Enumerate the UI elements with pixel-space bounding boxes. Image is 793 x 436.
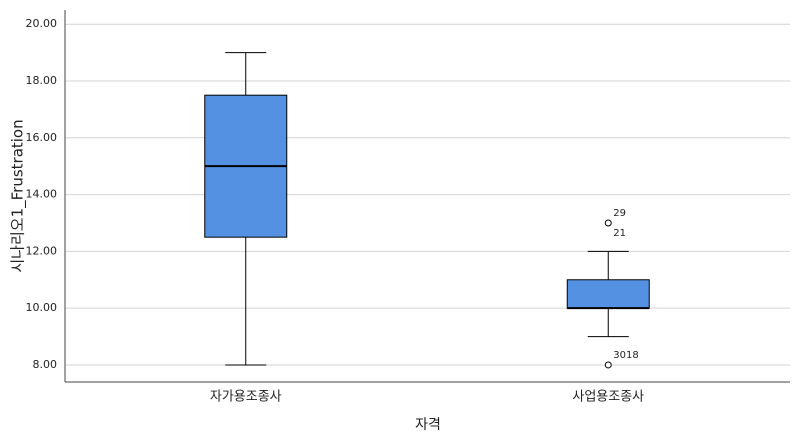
x-tick-label: 사업용조종사	[572, 390, 644, 405]
y-tick-label: 10.00	[26, 301, 58, 314]
x-tick-label: 자가용조종사	[210, 390, 282, 405]
y-tick-label: 14.00	[26, 188, 58, 201]
y-tick-label: 16.00	[26, 131, 58, 144]
outlier-label: 3018	[613, 350, 638, 361]
outlier-label: 29	[613, 208, 626, 219]
y-tick-label: 12.00	[26, 244, 58, 257]
y-tick-label: 8.00	[33, 358, 58, 371]
y-axis-label: 시나리오1_Frustration	[9, 119, 28, 272]
outlier	[604, 219, 612, 227]
outlier	[604, 361, 612, 369]
y-tick-label: 18.00	[26, 74, 58, 87]
y-tick-label: 20.00	[26, 17, 58, 30]
x-axis-label: 자격	[415, 417, 441, 433]
box	[566, 279, 650, 309]
outlier-label: 21	[613, 228, 626, 239]
